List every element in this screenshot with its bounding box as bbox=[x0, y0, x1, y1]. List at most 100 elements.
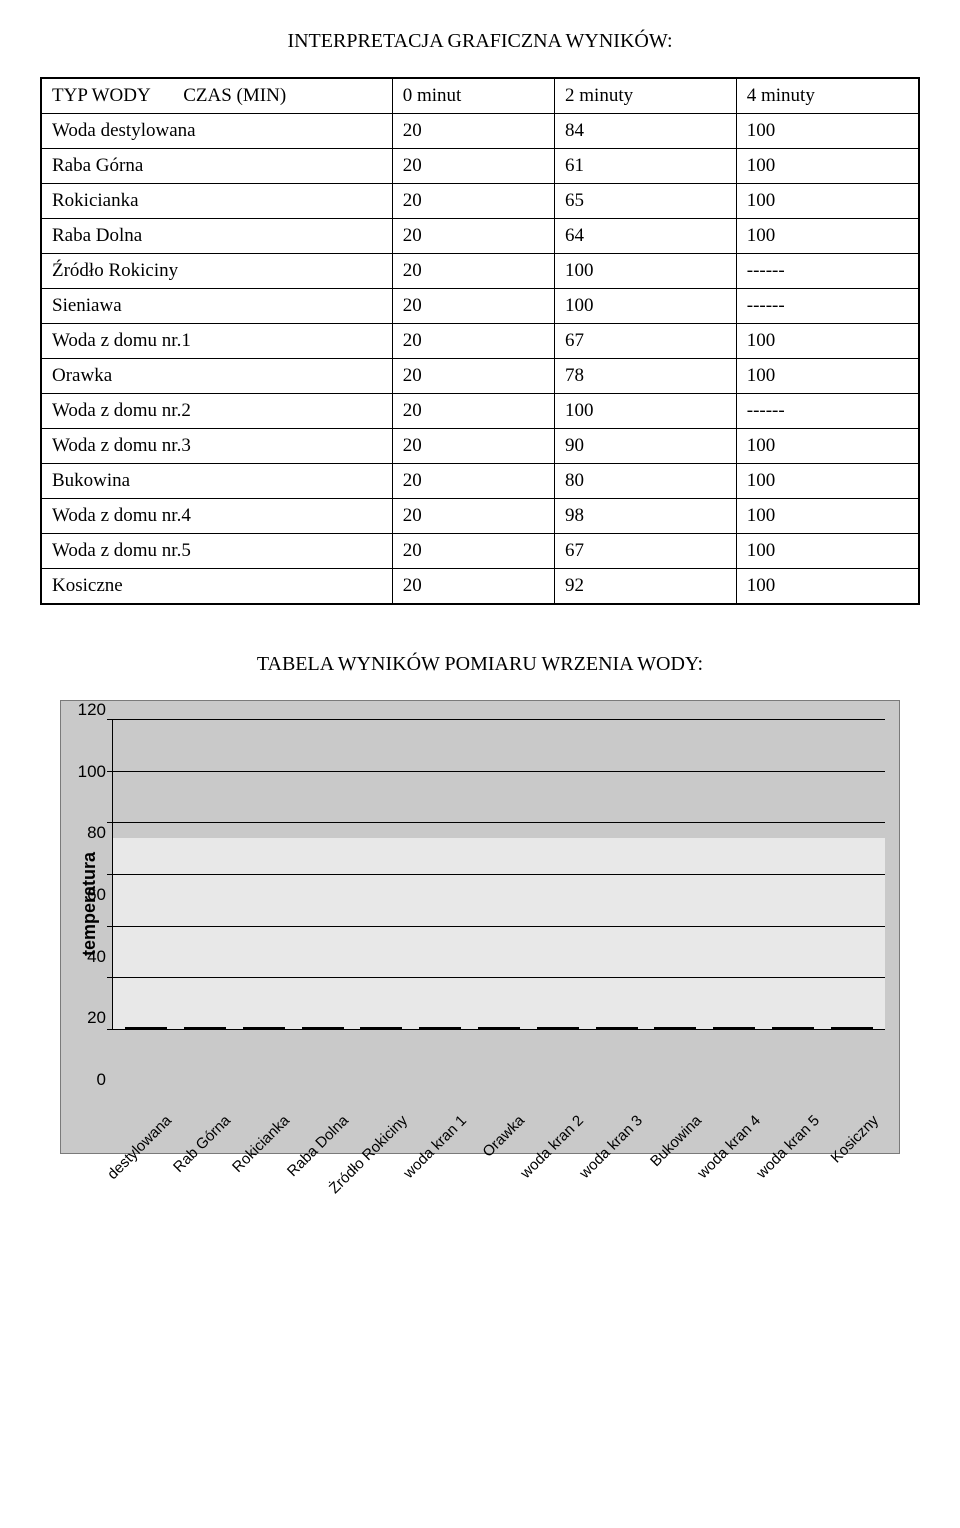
bar-series-2 bbox=[800, 1027, 814, 1029]
gridline bbox=[113, 822, 885, 823]
y-axis-ticks: 120100806040200 bbox=[104, 719, 112, 1089]
row-c2: 100 bbox=[736, 184, 919, 219]
data-table: TYP WODY CZAS (MIN) 0 minut 2 minuty 4 m… bbox=[40, 77, 920, 605]
row-c1: 61 bbox=[555, 149, 737, 184]
bar-series-2 bbox=[271, 1027, 285, 1029]
row-label: Kosiczne bbox=[41, 569, 392, 605]
row-c1: 92 bbox=[555, 569, 737, 605]
bar-group bbox=[528, 1027, 587, 1029]
table-row: Woda z domu nr.32090100 bbox=[41, 429, 919, 464]
bar-series-1 bbox=[433, 1027, 447, 1029]
bar-series-1 bbox=[374, 1027, 388, 1029]
table-row: Woda destylowana2084100 bbox=[41, 114, 919, 149]
bar-series-2 bbox=[741, 1027, 755, 1029]
bar-group bbox=[235, 1027, 294, 1029]
bar-series-2 bbox=[153, 1027, 167, 1029]
category-label: Rokicianka bbox=[234, 1032, 293, 1149]
row-label: Woda z domu nr.3 bbox=[41, 429, 392, 464]
category-label: woda kran 2 bbox=[528, 1032, 587, 1149]
y-tick-mark bbox=[107, 874, 113, 875]
bar-series-1 bbox=[551, 1027, 565, 1029]
chart-plot-area bbox=[112, 719, 885, 1030]
row-label: Woda z domu nr.5 bbox=[41, 534, 392, 569]
table-row: Orawka2078100 bbox=[41, 359, 919, 394]
row-c1: 100 bbox=[555, 254, 737, 289]
x-axis-labels: destylowanaRab GórnaRokiciankaRaba Dolna… bbox=[112, 1030, 885, 1149]
row-c0: 20 bbox=[392, 569, 554, 605]
bar-series-2 bbox=[212, 1027, 226, 1029]
row-label: Woda z domu nr.1 bbox=[41, 324, 392, 359]
row-c0: 20 bbox=[392, 359, 554, 394]
bar-group bbox=[587, 1027, 646, 1029]
category-label: Raba Dolna bbox=[293, 1032, 352, 1149]
bar-series-0 bbox=[596, 1027, 610, 1029]
row-label: Sieniawa bbox=[41, 289, 392, 324]
bar-series-1 bbox=[198, 1027, 212, 1029]
row-c2: ------ bbox=[736, 394, 919, 429]
category-label: Orawka bbox=[469, 1032, 528, 1149]
table-row: Kosiczne2092100 bbox=[41, 569, 919, 605]
bar-series-2 bbox=[506, 1027, 520, 1029]
bar-series-1 bbox=[786, 1027, 800, 1029]
row-c1: 100 bbox=[555, 289, 737, 324]
plot-floor bbox=[113, 838, 885, 1029]
row-c0: 20 bbox=[392, 149, 554, 184]
row-label: Woda z domu nr.4 bbox=[41, 499, 392, 534]
table-row: Woda z domu nr.220100------ bbox=[41, 394, 919, 429]
bar-series-2 bbox=[624, 1027, 638, 1029]
row-c0: 20 bbox=[392, 289, 554, 324]
table-row: Źródło Rokiciny20100------ bbox=[41, 254, 919, 289]
header-col-0: 0 minut bbox=[392, 78, 554, 114]
bar-group bbox=[822, 1027, 881, 1029]
header-label: TYP WODY CZAS (MIN) bbox=[41, 78, 392, 114]
bar-series-0 bbox=[419, 1027, 433, 1029]
row-c0: 20 bbox=[392, 464, 554, 499]
row-label: Źródło Rokiciny bbox=[41, 254, 392, 289]
bar-series-1 bbox=[668, 1027, 682, 1029]
bar-group bbox=[411, 1027, 470, 1029]
bar-group bbox=[763, 1027, 822, 1029]
bar-series-1 bbox=[492, 1027, 506, 1029]
table-row: Woda z domu nr.42098100 bbox=[41, 499, 919, 534]
bar-series-0 bbox=[713, 1027, 727, 1029]
category-label: woda kran 1 bbox=[410, 1032, 469, 1149]
row-c2: 100 bbox=[736, 569, 919, 605]
row-c0: 20 bbox=[392, 114, 554, 149]
bar-series-2 bbox=[859, 1027, 873, 1029]
row-c1: 84 bbox=[555, 114, 737, 149]
row-c0: 20 bbox=[392, 219, 554, 254]
row-c1: 100 bbox=[555, 394, 737, 429]
row-c1: 67 bbox=[555, 324, 737, 359]
row-label: Orawka bbox=[41, 359, 392, 394]
bar-series-2 bbox=[330, 1027, 344, 1029]
row-c1: 64 bbox=[555, 219, 737, 254]
bar-group bbox=[470, 1027, 529, 1029]
table-header-row: TYP WODY CZAS (MIN) 0 minut 2 minuty 4 m… bbox=[41, 78, 919, 114]
row-c0: 20 bbox=[392, 429, 554, 464]
bar-series-0 bbox=[478, 1027, 492, 1029]
row-c0: 20 bbox=[392, 534, 554, 569]
bar-series-0 bbox=[302, 1027, 316, 1029]
row-label: Bukowina bbox=[41, 464, 392, 499]
row-c1: 65 bbox=[555, 184, 737, 219]
row-c0: 20 bbox=[392, 499, 554, 534]
category-label: woda kran 4 bbox=[704, 1032, 763, 1149]
row-c2: 100 bbox=[736, 359, 919, 394]
bar-series-1 bbox=[610, 1027, 624, 1029]
category-label: woda kran 5 bbox=[763, 1032, 822, 1149]
bar-series-2 bbox=[447, 1027, 461, 1029]
bar-series-0 bbox=[360, 1027, 374, 1029]
y-tick-mark bbox=[107, 977, 113, 978]
table-row: Raba Dolna2064100 bbox=[41, 219, 919, 254]
gridline bbox=[113, 874, 885, 875]
row-c0: 20 bbox=[392, 394, 554, 429]
bar-group bbox=[646, 1027, 705, 1029]
category-label: Bukowina bbox=[646, 1032, 705, 1149]
page-title: INTERPRETACJA GRAFICZNA WYNIKÓW: bbox=[40, 30, 920, 53]
y-tick-mark bbox=[107, 1029, 113, 1030]
row-c1: 67 bbox=[555, 534, 737, 569]
chart-frame: temperatura 120100806040200 destylowanaR… bbox=[60, 700, 900, 1154]
row-c2: 100 bbox=[736, 149, 919, 184]
category-label: Kosiczny bbox=[822, 1032, 881, 1149]
row-c2: ------ bbox=[736, 289, 919, 324]
